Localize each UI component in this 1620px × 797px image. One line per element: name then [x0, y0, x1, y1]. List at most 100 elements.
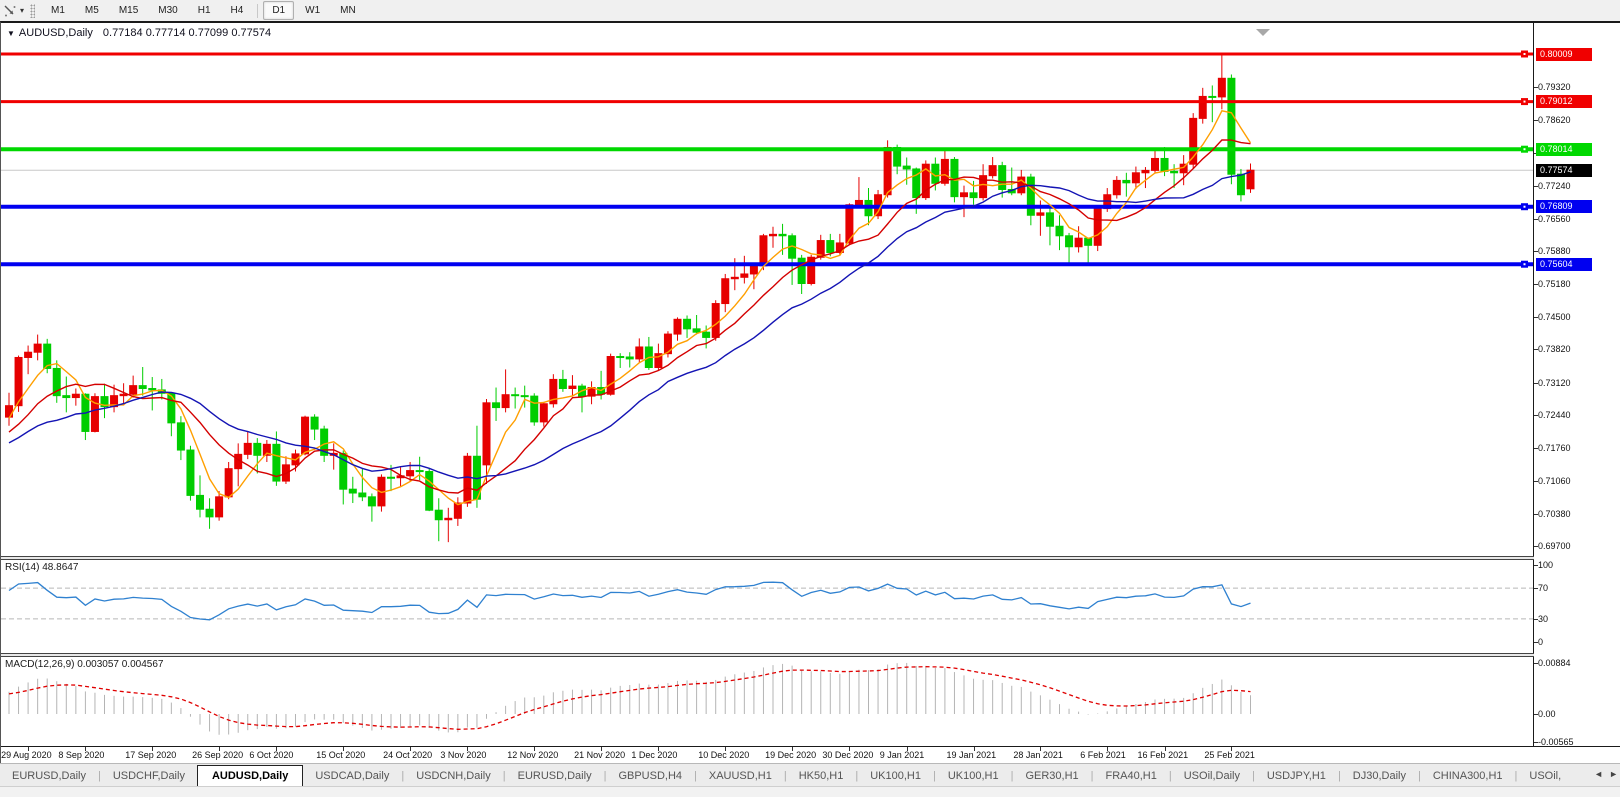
- price-axis[interactable]: 0.793200.786200.779400.772400.765600.758…: [1534, 23, 1620, 747]
- price-chart-pane[interactable]: ▼ AUDUSD,Daily 0.77184 0.77714 0.77099 0.7…: [1, 23, 1534, 556]
- candle-body: [100, 396, 109, 408]
- candle-body: [1208, 95, 1217, 98]
- tab-separator: |: [1514, 770, 1518, 782]
- time-axis-label: 6 Oct 2020: [249, 750, 294, 760]
- level-price-badge: 0.79012: [1536, 95, 1592, 109]
- candle-body: [1122, 179, 1131, 184]
- timeframe-button-h1[interactable]: H1: [197, 5, 211, 16]
- chart-tab-hk50-h1[interactable]: HK50,H1: [798, 770, 844, 782]
- candle-body: [673, 318, 682, 335]
- line-handle-dot: [1523, 148, 1526, 151]
- candle-body: [501, 394, 510, 409]
- chart-tab-fra40-h1[interactable]: FRA40,H1: [1105, 770, 1157, 782]
- chart-tab-usoil-[interactable]: USOil,: [1529, 770, 1562, 782]
- chart-tab-eurusd-daily[interactable]: EURUSD,Daily: [517, 770, 592, 782]
- candle-body: [616, 356, 625, 359]
- chart-tab-eurusd-daily[interactable]: EURUSD,Daily: [12, 770, 86, 782]
- candle-body: [215, 496, 224, 518]
- candle-body: [1036, 212, 1045, 216]
- macd-pane[interactable]: MACD(12,26,9) 0.003057 0.004567: [1, 657, 1534, 746]
- candle-body: [1093, 208, 1102, 246]
- chart-cursor-icon[interactable]: [0, 2, 20, 20]
- axis-tick-mark: [1534, 316, 1538, 318]
- collapse-arrow-icon[interactable]: ▼: [7, 29, 15, 38]
- candle-body: [301, 416, 310, 455]
- macd-canvas[interactable]: [1, 657, 1533, 746]
- rsi-line: [8, 581, 1251, 621]
- price-axis-label: 0.73120: [1538, 377, 1571, 388]
- moving-average-medium[interactable]: [8, 139, 1251, 494]
- time-axis-label: 19 Dec 2020: [765, 750, 817, 760]
- candle-body: [1160, 157, 1169, 172]
- status-strip: [0, 786, 1620, 797]
- chart-tab-usdcnh-daily[interactable]: USDCNH,Daily: [416, 770, 491, 782]
- chart-tab-china300-h1[interactable]: CHINA300,H1: [1432, 770, 1503, 782]
- tab-scroll-left-icon[interactable]: ◄: [1594, 769, 1604, 779]
- candle-body: [1227, 77, 1236, 175]
- chart-window: ▼ AUDUSD,Daily 0.77184 0.77714 0.77099 0.7…: [0, 21, 1620, 763]
- chart-tab-usoil-daily[interactable]: USOil,Daily: [1183, 770, 1240, 782]
- timeframe-button-m5[interactable]: M5: [84, 5, 99, 16]
- chart-tab-usdjpy-h1[interactable]: USDJPY,H1: [1266, 770, 1326, 782]
- timeframe-button-m1[interactable]: M1: [51, 5, 65, 16]
- candle-body: [1017, 176, 1026, 194]
- candle-body: [186, 449, 195, 496]
- candle-body: [1151, 157, 1159, 171]
- dropdown-caret-icon[interactable]: ▾: [20, 6, 25, 15]
- candle-body: [415, 470, 424, 473]
- toolbar-grip[interactable]: [30, 3, 36, 18]
- candle-body: [549, 378, 558, 405]
- candle-body: [492, 402, 501, 409]
- chart-tab-usdcad-daily[interactable]: USDCAD,Daily: [315, 770, 390, 782]
- time-tick-mark: [1107, 747, 1109, 751]
- rsi-canvas[interactable]: [1, 560, 1533, 653]
- time-axis-label: 1 Dec 2020: [631, 750, 678, 760]
- price-axis-label: 0.76560: [1538, 213, 1571, 224]
- candle-body: [530, 395, 539, 423]
- chart-tab-ger30-h1[interactable]: GER30,H1: [1025, 770, 1079, 782]
- chart-tab-xauusd-h1[interactable]: XAUUSD,H1: [708, 770, 772, 782]
- chart-tab-gbpusd-h4[interactable]: GBPUSD,H4: [618, 770, 683, 782]
- time-axis-label: 17 Sep 2020: [125, 750, 177, 760]
- timeframe-button-m15[interactable]: M15: [118, 5, 139, 16]
- tab-scroll-right-icon[interactable]: ►: [1609, 769, 1618, 779]
- candle-body: [129, 385, 138, 395]
- chart-tab-audusd-daily[interactable]: AUDUSD,Daily: [196, 765, 304, 786]
- candle-body: [453, 502, 462, 519]
- rsi-pane[interactable]: RSI(14) 48.8647: [1, 560, 1534, 653]
- chart-tab-uk100-h1[interactable]: UK100,H1: [947, 770, 999, 782]
- time-axis[interactable]: 29 Aug 2020 8 Sep 2020 17 Sep 2020 26 Sep 2…: [1, 746, 1620, 763]
- timeframe-button-d1[interactable]: D1: [263, 1, 295, 20]
- chart-tab-uk100-h1[interactable]: UK100,H1: [870, 770, 921, 782]
- axis-tick-mark: [1534, 565, 1538, 566]
- candle-body: [14, 356, 23, 407]
- candle-body: [310, 416, 319, 430]
- pane-splitter-2[interactable]: [1, 653, 1620, 657]
- price-axis-label: 0.77240: [1538, 181, 1571, 192]
- chart-tab-usdchf-daily[interactable]: USDCHF,Daily: [112, 770, 185, 782]
- time-axis-label: 10 Dec 2020: [698, 750, 750, 760]
- timeframe-button-mn[interactable]: MN: [340, 5, 356, 16]
- timeframe-button-w1[interactable]: W1: [305, 5, 321, 16]
- time-axis-label: 25 Feb 2021: [1204, 750, 1255, 760]
- chart-shift-marker-icon[interactable]: [1256, 29, 1270, 36]
- price-axis-label: 0.78620: [1538, 115, 1571, 126]
- price-chart-canvas[interactable]: [1, 23, 1533, 556]
- timeframe-button-m30[interactable]: M30: [158, 5, 178, 16]
- pane-splitter[interactable]: [1, 556, 1620, 560]
- macd-histogram: [8, 662, 1251, 735]
- candle-body: [387, 476, 395, 479]
- timeframe-button-h4[interactable]: H4: [230, 5, 244, 16]
- candle-body: [539, 403, 548, 423]
- candle-body: [520, 395, 529, 398]
- price-axis-label: 0.74500: [1538, 311, 1571, 322]
- candle-body: [148, 387, 157, 391]
- moving-average-slow[interactable]: [8, 171, 1251, 480]
- candle-body: [425, 471, 434, 511]
- time-tick-mark: [467, 747, 469, 751]
- chart-tab-dj30-daily[interactable]: DJ30,Daily: [1352, 770, 1406, 782]
- moving-average-fast[interactable]: [8, 110, 1252, 506]
- time-tick-mark: [1231, 747, 1233, 751]
- candle-body: [740, 273, 749, 278]
- candle-body: [1170, 170, 1179, 174]
